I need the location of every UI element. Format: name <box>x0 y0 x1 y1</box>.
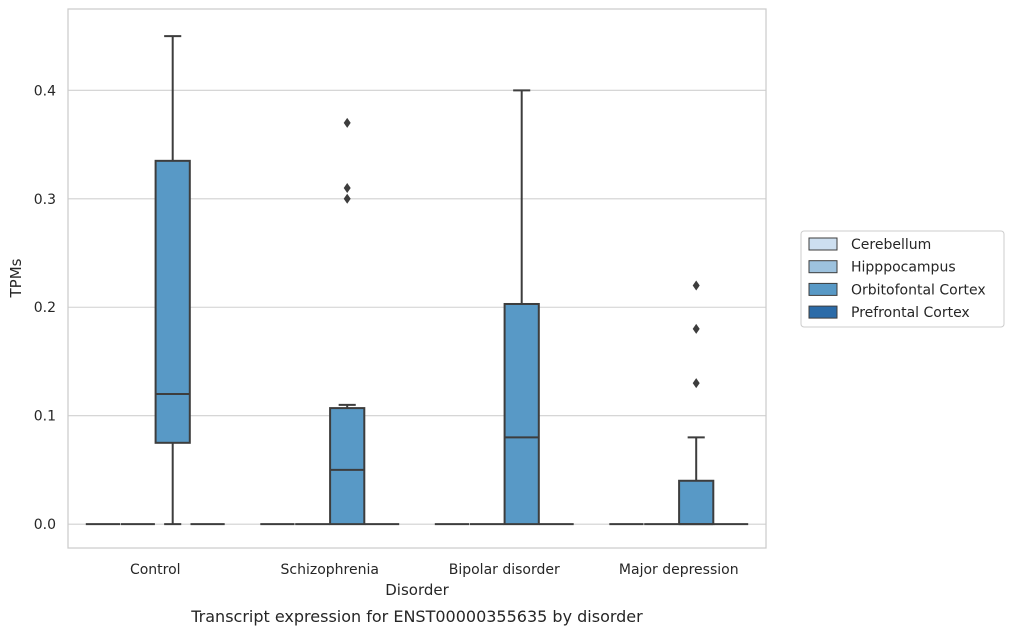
y-tick-label: 0.2 <box>34 300 56 316</box>
chart-caption: Transcript expression for ENST0000035563… <box>190 607 643 626</box>
legend-label: Cerebellum <box>851 237 931 253</box>
legend-frame <box>800 230 1005 328</box>
y-tick-label: 0.1 <box>34 409 56 425</box>
legend-swatch <box>808 237 838 251</box>
y-axis-ticks: 0.0 0.1 0.2 0.3 0.4 <box>34 83 56 533</box>
y-axis-title: TPMs <box>7 258 25 298</box>
x-axis-title: Disorder <box>385 581 449 599</box>
outlier-point <box>692 323 700 334</box>
x-tick-label: Control <box>130 562 181 578</box>
box-body <box>503 302 540 526</box>
outlier-point <box>343 117 351 128</box>
legend: Cerebellum Hipppocampus Orbitofontal Corte… <box>800 230 1005 328</box>
box <box>678 280 715 526</box>
legend-swatch <box>808 305 838 319</box>
outlier-point <box>343 182 351 193</box>
box <box>154 35 191 526</box>
box <box>503 89 540 526</box>
plot-frame <box>67 8 767 549</box>
series-orbitofontal-cortex <box>154 35 715 526</box>
box-body <box>329 407 366 526</box>
outlier-point <box>343 193 351 204</box>
legend-label: Prefrontal Cortex <box>851 305 970 321</box>
box-groups <box>85 35 749 526</box>
legend-label: Hipppocampus <box>851 260 956 276</box>
y-tick-label: 0.0 <box>34 517 56 533</box>
x-tick-label: Bipolar disorder <box>449 562 560 578</box>
x-tick-label: Major depression <box>619 562 739 578</box>
x-axis-ticks: Control Schizophrenia Bipolar disorder Majo… <box>130 562 739 578</box>
y-tick-label: 0.3 <box>34 192 56 208</box>
box-body <box>154 159 191 444</box>
legend-swatch <box>808 282 838 296</box>
legend-label: Orbitofontal Cortex <box>851 282 986 298</box>
box <box>329 117 366 526</box>
y-tick-label: 0.4 <box>34 83 56 99</box>
outlier-point <box>692 378 700 389</box>
x-tick-label: Schizophrenia <box>281 562 379 578</box>
box-body <box>678 479 715 526</box>
outlier-point <box>692 280 700 291</box>
legend-swatch <box>808 260 838 274</box>
